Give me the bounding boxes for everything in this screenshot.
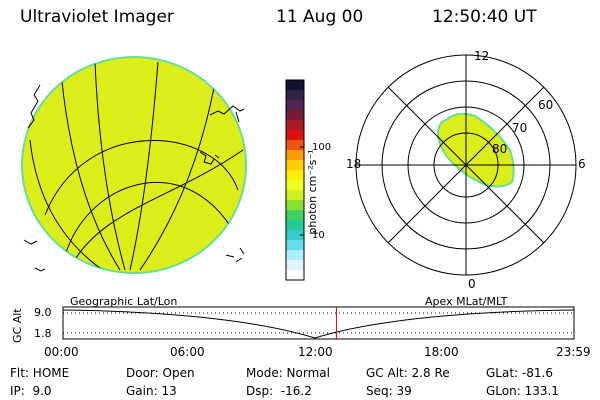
geographic-subtitle: Geographic Lat/Lon	[70, 295, 178, 308]
colorbar-segment	[286, 230, 304, 241]
info-door: Door: Open	[126, 366, 195, 380]
colorbar-segment	[286, 210, 304, 221]
lat-label-60: 60	[538, 98, 554, 112]
colorbar-segment	[286, 200, 304, 211]
info-gain: Gain: 13	[126, 384, 177, 398]
date-label: 11 Aug 00	[276, 7, 364, 27]
colorbar-segment	[286, 270, 304, 281]
polar-diagonal-2	[387, 86, 545, 244]
geographic-image-panel	[21, 56, 247, 274]
mlt-label-0: 0	[468, 277, 476, 291]
lat-label-70: 70	[512, 121, 528, 135]
colorbar-segment	[286, 80, 304, 91]
mlt-label-6: 6	[578, 157, 586, 171]
colorbar-segment	[286, 90, 304, 101]
altitude-axis-label: GC Alt	[11, 308, 24, 343]
polar-mlt-plot	[355, 54, 577, 276]
info-seq: Seq: 39	[366, 384, 412, 398]
info-ip: IP: 9.0	[10, 384, 52, 398]
time-tick-1200: 12:00	[298, 345, 333, 359]
mlt-label-18: 18	[346, 157, 362, 171]
earth-disk-emission	[21, 56, 247, 274]
info-mode: Mode: Normal	[246, 366, 330, 380]
colorbar	[285, 79, 305, 281]
coastline-fragments	[23, 84, 245, 272]
colorbar-tick-100: 100	[312, 142, 332, 153]
time-tick-2359: 23:59	[556, 345, 591, 359]
colorbar-segment	[286, 190, 304, 201]
altitude-ytick-1.8: 1.8	[34, 327, 52, 340]
colorbar-segment	[286, 120, 304, 131]
colorbar-unit-label: photon cm⁻²s⁻¹	[306, 149, 319, 235]
altitude-strip-frame	[62, 306, 575, 340]
info-gc-alt: GC Alt: 2.8 Re	[366, 366, 450, 380]
time-tick-0000: 00:00	[44, 345, 79, 359]
altitude-curve	[62, 309, 575, 339]
mlt-label-12: 12	[474, 49, 490, 63]
colorbar-segment	[286, 140, 304, 151]
colorbar-segment	[286, 250, 304, 261]
altitude-ytick-9: 9.0	[34, 306, 52, 319]
colorbar-segment	[286, 240, 304, 251]
colorbar-segment	[286, 110, 304, 121]
altitude-strip	[62, 306, 575, 340]
time-tick-1800: 18:00	[424, 345, 459, 359]
time-label: 12:50:40 UT	[432, 7, 537, 27]
colorbar-frame	[285, 79, 305, 281]
instrument-title: Ultraviolet Imager	[20, 7, 174, 27]
colorbar-segment	[286, 130, 304, 141]
colorbar-segment	[286, 170, 304, 181]
info-dsp: Dsp: -16.2	[246, 384, 312, 398]
info-glat: GLat: -81.6	[486, 366, 553, 380]
info-flt: Flt: HOME	[10, 366, 70, 380]
colorbar-segment	[286, 100, 304, 111]
colorbar-tick-10: 10	[312, 230, 325, 241]
colorbar-segment	[286, 180, 304, 191]
info-glon: GLon: 133.1	[486, 384, 559, 398]
colorbar-segment	[286, 150, 304, 161]
colorbar-segment	[286, 160, 304, 171]
lat-lon-grid	[29, 59, 246, 273]
colorbar-segment	[286, 260, 304, 271]
colorbar-segment	[286, 220, 304, 231]
lat-label-80: 80	[492, 142, 508, 156]
apex-subtitle: Apex MLat/MLT	[425, 295, 508, 308]
time-tick-0600: 06:00	[170, 345, 205, 359]
